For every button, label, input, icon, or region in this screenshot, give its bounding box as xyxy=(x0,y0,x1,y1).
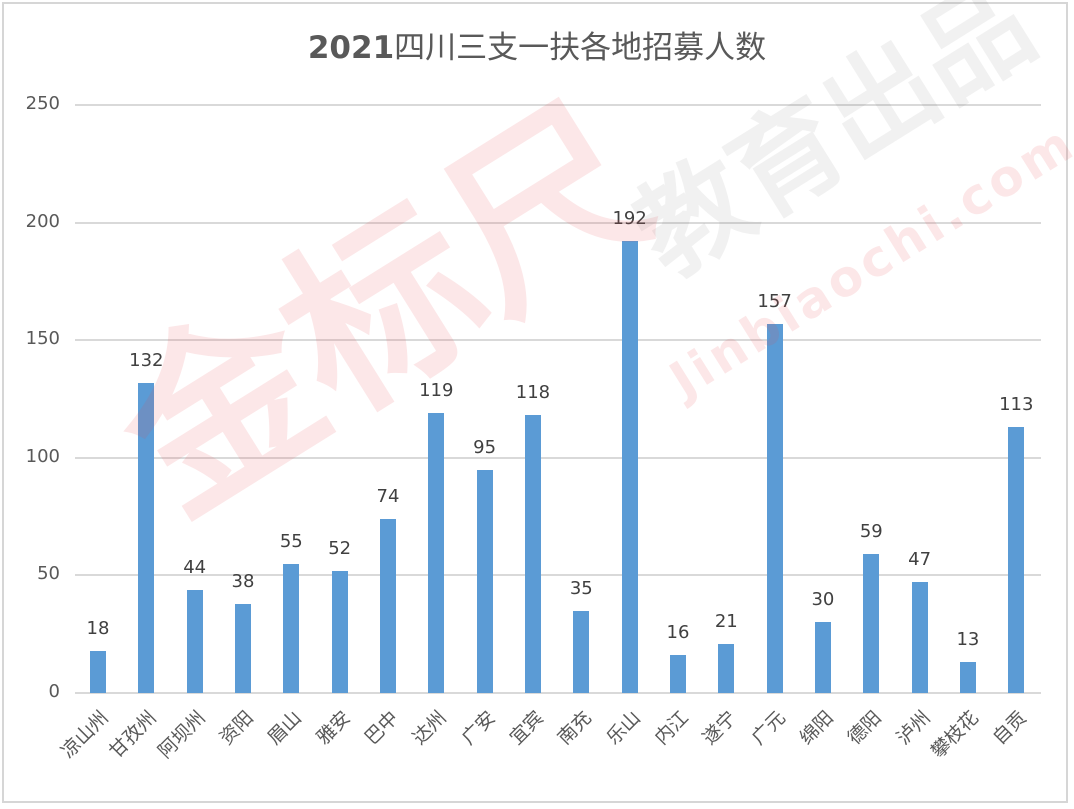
data-label: 95 xyxy=(473,436,497,458)
bar xyxy=(138,382,155,693)
data-label: 118 xyxy=(515,382,551,404)
bar xyxy=(718,643,735,693)
y-tick-label: 100 xyxy=(25,445,60,467)
data-label: 192 xyxy=(612,208,647,230)
data-label: 113 xyxy=(999,394,1034,416)
data-label: 59 xyxy=(859,521,883,543)
bar xyxy=(1008,427,1025,693)
y-tick-label: 250 xyxy=(25,93,60,114)
data-label: 47 xyxy=(908,549,932,571)
data-label: 119 xyxy=(419,380,454,402)
bar xyxy=(331,570,348,693)
bar xyxy=(476,469,493,693)
y-tick-label: 0 xyxy=(48,681,60,702)
bar xyxy=(379,518,396,693)
bar xyxy=(621,241,638,693)
data-label: 157 xyxy=(757,290,792,312)
bar xyxy=(911,582,928,693)
data-label: 16 xyxy=(666,622,690,644)
gridline xyxy=(75,574,1041,577)
bar xyxy=(573,610,590,693)
bar xyxy=(766,323,783,693)
data-label: 30 xyxy=(811,589,835,611)
data-label: 132 xyxy=(129,349,164,371)
bar xyxy=(524,415,541,693)
bar xyxy=(186,589,203,693)
bar xyxy=(428,413,445,693)
data-label: 55 xyxy=(279,530,303,552)
data-label: 21 xyxy=(714,610,738,632)
gridline xyxy=(75,692,1041,694)
gridline xyxy=(75,339,1041,342)
bar xyxy=(283,563,300,693)
bar xyxy=(959,662,976,693)
y-tick-label: 50 xyxy=(37,563,60,585)
data-label: 18 xyxy=(86,617,110,639)
data-label: 38 xyxy=(231,570,255,592)
data-label: 13 xyxy=(956,629,980,651)
chart-title: 2021四川三支一扶各地招募人数 xyxy=(0,22,1074,67)
bar xyxy=(863,554,880,693)
y-tick-label: 150 xyxy=(25,328,60,350)
data-label: 52 xyxy=(328,537,352,559)
y-tick-label: 200 xyxy=(25,210,60,232)
bar xyxy=(814,622,831,693)
gridline xyxy=(75,456,1041,459)
chart-title-year: 2021 xyxy=(307,30,395,66)
chart-title-text: 四川三支一扶各地招募人数 xyxy=(394,30,767,66)
data-label: 74 xyxy=(376,485,400,507)
bar xyxy=(669,655,686,693)
gridline xyxy=(75,221,1041,224)
gridline xyxy=(75,104,1041,106)
bar xyxy=(234,603,251,693)
bar xyxy=(90,650,106,693)
data-label: 35 xyxy=(569,577,593,599)
data-label: 44 xyxy=(183,556,207,578)
